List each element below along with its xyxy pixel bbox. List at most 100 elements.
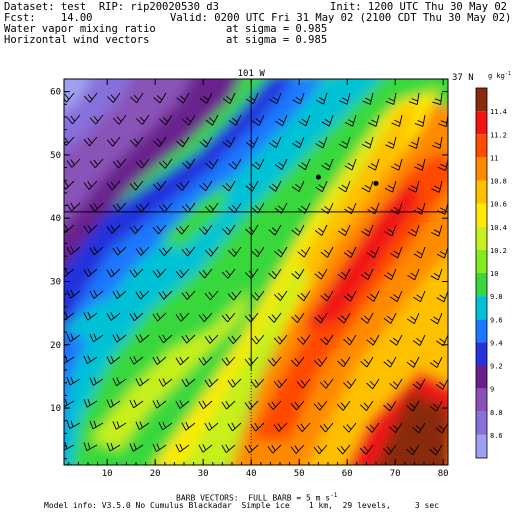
wind-barb <box>367 158 380 171</box>
wind-barb <box>83 224 98 234</box>
wind-barb <box>182 465 196 474</box>
wind-barb <box>412 422 426 434</box>
wind-barb <box>66 333 81 342</box>
wind-barb <box>159 114 173 126</box>
wind-barb <box>268 136 282 149</box>
wind-barb <box>129 268 144 278</box>
wind-barb <box>106 224 121 234</box>
wind-barb <box>175 400 190 409</box>
wind-barb <box>204 334 219 344</box>
colorbar-swatch <box>476 157 487 181</box>
x-tick-label: 20 <box>150 469 161 479</box>
wind-barb <box>106 92 121 103</box>
wind-barb <box>337 312 351 324</box>
wind-barb <box>89 377 104 386</box>
wind-barb <box>412 378 426 390</box>
wind-barb <box>406 444 420 456</box>
wind-barb <box>198 400 213 410</box>
x-tick-label: 80 <box>438 469 449 479</box>
wind-barb <box>290 356 305 367</box>
wind-barb <box>343 334 357 346</box>
wind-barb <box>361 180 374 193</box>
wind-barb <box>221 312 236 323</box>
wind-barb <box>228 158 242 170</box>
wind-barb <box>359 444 374 455</box>
wind-barb <box>315 180 328 193</box>
wind-barb <box>385 136 397 149</box>
wind-barb <box>275 114 288 127</box>
colorbar-swatch <box>476 388 487 412</box>
mixing-ratio-field <box>64 79 448 465</box>
wind-barb <box>429 444 443 456</box>
axis-ticks: 10 20 30 40 50 60 70 80 10 20 30 40 50 60 <box>50 78 449 479</box>
wind-barb <box>129 136 144 147</box>
colorbar-swatch <box>476 319 487 343</box>
colorbar: 8.6 8.8 9 9.2 9.4 9.6 9.8 10 10.2 10.4 10.6 10.8 11 1… <box>475 87 507 459</box>
wind-barb <box>64 224 75 234</box>
wind-barb <box>251 158 265 170</box>
wind-barb <box>362 92 374 105</box>
field2-level: at sigma = 0.985 <box>226 34 328 46</box>
colorbar-tick-label: 8.8 <box>490 409 503 417</box>
wind-barb <box>298 158 311 171</box>
wind-barb <box>199 180 213 192</box>
colorbar-tick-label: 11 <box>490 154 498 162</box>
wind-barb <box>89 202 104 212</box>
wind-barb <box>269 92 282 105</box>
wind-barb <box>135 246 150 256</box>
wind-barb <box>175 268 190 279</box>
wind-barb <box>129 224 144 234</box>
wind-barb <box>291 312 305 323</box>
wind-barb <box>221 356 236 366</box>
wind-barb <box>205 158 219 170</box>
wind-barb <box>64 398 75 408</box>
wind-barb <box>158 421 173 431</box>
wind-barb <box>204 378 219 388</box>
wind-barb <box>66 420 81 429</box>
wind-barb <box>158 202 173 213</box>
wind-barb <box>273 334 288 345</box>
wind-barb <box>250 422 265 432</box>
wind-barb <box>158 246 173 257</box>
wind-barb <box>436 290 448 303</box>
wind-barb <box>337 268 351 280</box>
wind-barb <box>181 202 196 213</box>
colorbar-tick-label: 10.8 <box>490 178 507 186</box>
colorbar-tick-label: 10.6 <box>490 201 507 209</box>
colorbar-tick-label: 9 <box>490 386 494 394</box>
wind-barb <box>181 290 196 300</box>
wind-barb <box>339 92 351 105</box>
wind-barb <box>112 158 127 169</box>
wind-barb <box>222 136 236 148</box>
wind-barb <box>412 465 427 478</box>
wind-barb <box>135 421 150 430</box>
wind-barb <box>158 334 173 344</box>
wind-barb <box>367 246 380 259</box>
wind-barb <box>320 334 334 346</box>
y-tick-label: 60 <box>50 88 61 98</box>
wind-barb <box>313 400 328 411</box>
wind-barb <box>408 180 420 193</box>
colorbar-tick-label: 10.4 <box>490 224 507 232</box>
wind-barb <box>152 224 167 235</box>
wind-barb <box>83 442 98 452</box>
wind-barb <box>382 444 397 455</box>
wind-barb <box>343 246 357 258</box>
wind-barb <box>175 356 190 366</box>
model-info: Model info: V3.5.0 No Cumulus Blackadar … <box>44 501 439 510</box>
wind-barb <box>320 246 334 258</box>
wind-barb <box>129 399 144 409</box>
wind-barb <box>291 224 305 236</box>
wind-barb <box>292 136 305 149</box>
wind-barb <box>430 268 443 281</box>
wind-barb <box>64 180 75 190</box>
colorbar-tick-label: 9.6 <box>490 316 503 324</box>
wind-barb <box>89 158 104 169</box>
wind-barb <box>390 158 403 171</box>
wind-barb <box>83 92 98 103</box>
wind-barb <box>384 224 397 237</box>
colorbar-frame <box>475 87 488 459</box>
wind-barb <box>89 333 104 343</box>
wind-barb <box>389 334 403 346</box>
wind-barb <box>66 202 81 212</box>
